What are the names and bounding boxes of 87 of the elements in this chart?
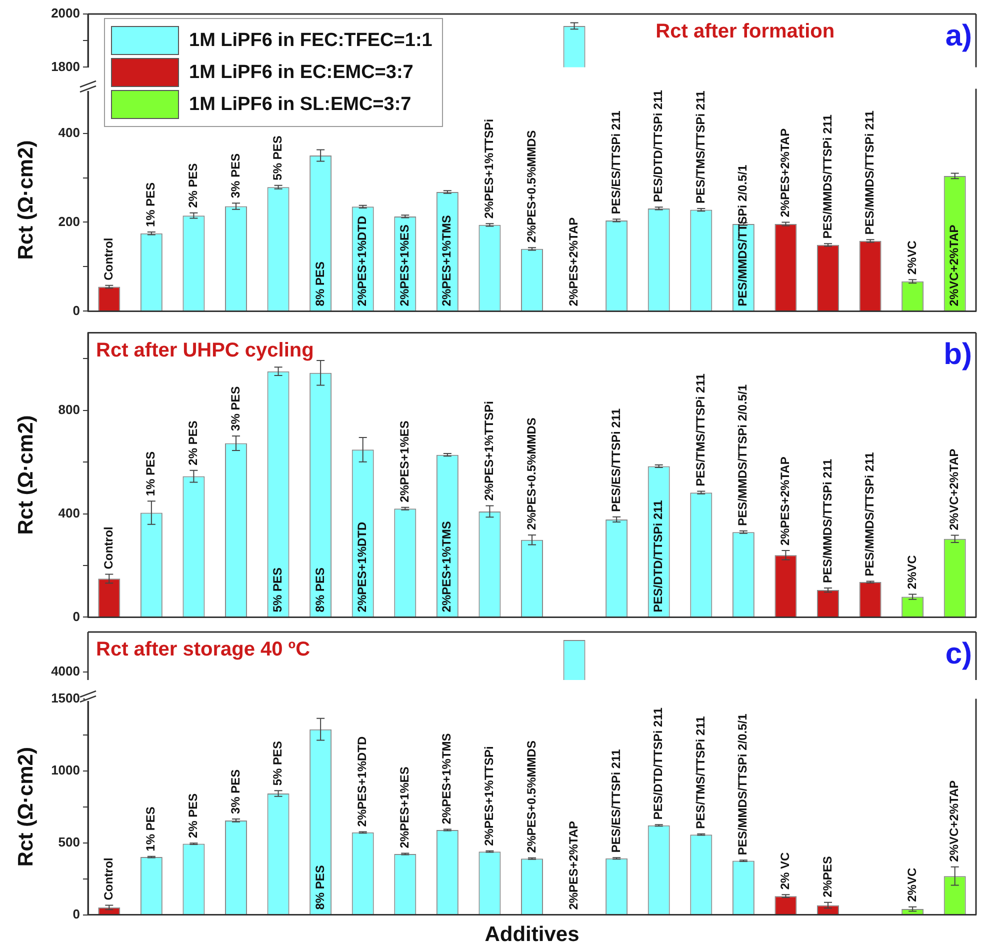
category-label: 2%VC+2%TAP <box>947 224 962 306</box>
category-label: 2%PES+1%DTD <box>355 216 370 306</box>
category-label: 2%VC+2%TAP <box>947 780 962 862</box>
category-label: 8% PES <box>312 261 327 306</box>
category-label: 2% PES <box>186 793 200 838</box>
category-label: 2%VC <box>904 868 919 902</box>
y-tick-label: 1500 <box>51 690 80 706</box>
category-label: 2%PES+2%TAP <box>566 217 581 306</box>
category-label: PES/TMS/TTSPi 211 <box>693 374 708 486</box>
y-axis-title: Rct (Ω·cm2) <box>14 415 38 535</box>
category-label: 1% PES <box>144 451 158 496</box>
y-tick-label: 1800 <box>51 58 80 74</box>
legend-label: 1M LiPF6 in SL:EMC=3:7 <box>189 94 412 116</box>
category-label: 8% PES <box>312 865 327 910</box>
category-label: 5% PES <box>270 740 285 786</box>
category-label: PES/MMDS/TTSPi 2/0.5/1 <box>736 384 750 526</box>
category-label: 2%PES+0.5%MMDS <box>524 130 538 243</box>
legend-label: 1M LiPF6 in EC:EMC=3:7 <box>189 62 414 84</box>
annotation: a) <box>945 19 972 52</box>
category-label: 3% PES <box>228 769 242 814</box>
y-tick-label: 800 <box>58 402 80 417</box>
category-label: 2%VC <box>904 555 919 590</box>
annotation: b) <box>944 338 972 372</box>
legend-label: 1M LiPF6 in FEC:TFEC=1:1 <box>189 30 432 52</box>
category-label: 2% PES <box>186 163 200 208</box>
category-label: Control <box>101 238 116 280</box>
category-label: PES/TMS/TTSPi 211 <box>693 716 708 829</box>
y-tick-label: 400 <box>58 505 80 520</box>
y-tick-label: 2000 <box>51 6 80 21</box>
category-label: 2%VC+2%TAP <box>947 448 962 530</box>
annotation: c) <box>945 637 972 670</box>
category-label: 2%PES+2%TAP <box>566 820 581 910</box>
category-label: 2% PES <box>186 420 200 466</box>
category-label: Control <box>101 858 116 900</box>
y-tick-label: 1000 <box>51 762 80 778</box>
category-label: PES/MMDS/TTSPi 211 <box>862 110 877 235</box>
category-label: 2%VC <box>904 240 919 275</box>
category-label: 2%PES+1%TMS <box>440 215 454 306</box>
chart-title: Rct after formation <box>656 20 835 43</box>
category-label: 2%PES <box>820 856 834 898</box>
category-label: 2%PES+1%TTSPi <box>482 401 496 501</box>
category-label: PES/DTD/TTSPi 211 <box>651 500 666 612</box>
category-label: Control <box>101 526 116 570</box>
category-label: 1% PES <box>144 806 158 852</box>
category-label: 2%PES+1%TMS <box>440 733 454 824</box>
category-label: 2%PES+1%TTSPi <box>482 118 496 219</box>
y-tick-label: 200 <box>58 214 80 229</box>
category-label: 2% VC <box>778 852 792 890</box>
category-label: PES/MMDS/TTSPi 211 <box>820 114 834 239</box>
chart-title: Rct after UHPC cycling <box>96 339 314 362</box>
category-label: 2%PES+1%DTD <box>355 522 370 612</box>
y-axis-title: Rct (Ω·cm2) <box>14 747 38 867</box>
category-label: PES/MMDS/TTSPi 2/0.5/1 <box>736 164 750 306</box>
category-label: PES/TMS/TTSPi 211 <box>693 90 708 204</box>
category-label: 5% PES <box>270 136 285 180</box>
category-label: 8% PES <box>312 567 327 612</box>
category-label: PES/DTD/TTSPi 211 <box>651 90 666 202</box>
x-axis-title: Additives <box>484 923 580 946</box>
category-label: PES/DTD/TTSPi 211 <box>651 708 666 820</box>
category-label: 1% PES <box>144 182 158 228</box>
y-tick-label: 400 <box>58 124 80 140</box>
category-label: 2%PES+1%ES <box>397 224 412 306</box>
y-tick-label: 500 <box>58 834 80 850</box>
category-label: PES/MMDS/TTSPi 2/0.5/1 <box>736 714 750 856</box>
category-label: 2%PES+1%ES <box>397 420 412 502</box>
chart-title: Rct after storage 40 ºC <box>96 638 310 661</box>
category-label: PES/ES/TTSPi 211 <box>608 749 623 853</box>
category-label: 2%PES+1%TMS <box>440 521 454 612</box>
category-label: 2%PES+1%ES <box>397 766 412 848</box>
category-label: 3% PES <box>228 153 242 198</box>
category-label: 2%PES+1%TTSPi <box>482 746 496 846</box>
category-label: 2%PES+2%TAP <box>778 456 792 546</box>
text: 4000 <box>51 664 80 679</box>
category-label: 2%PES+0.5%MMDS <box>524 418 538 530</box>
category-label: 2%PES+0.5%MMDS <box>524 740 538 853</box>
y-tick-label: 0 <box>72 906 80 922</box>
category-label: PES/MMDS/TTSPi 211 <box>820 458 834 583</box>
y-tick-label: 0 <box>72 302 80 318</box>
y-axis-title: Rct (Ω·cm2) <box>14 140 38 260</box>
category-label: 3% PES <box>228 386 242 431</box>
category-label: PES/ES/TTSPi 211 <box>608 110 623 214</box>
category-label: PES/ES/TTSPi 211 <box>608 408 623 512</box>
y-tick-label: 0 <box>72 608 80 624</box>
category-label: 5% PES <box>270 567 285 612</box>
category-label: 2%PES+2%TAP <box>778 128 792 218</box>
category-label: 2%PES+1%DTD <box>355 736 370 827</box>
category-label: PES/MMDS/TTSPi 211 <box>862 452 877 576</box>
